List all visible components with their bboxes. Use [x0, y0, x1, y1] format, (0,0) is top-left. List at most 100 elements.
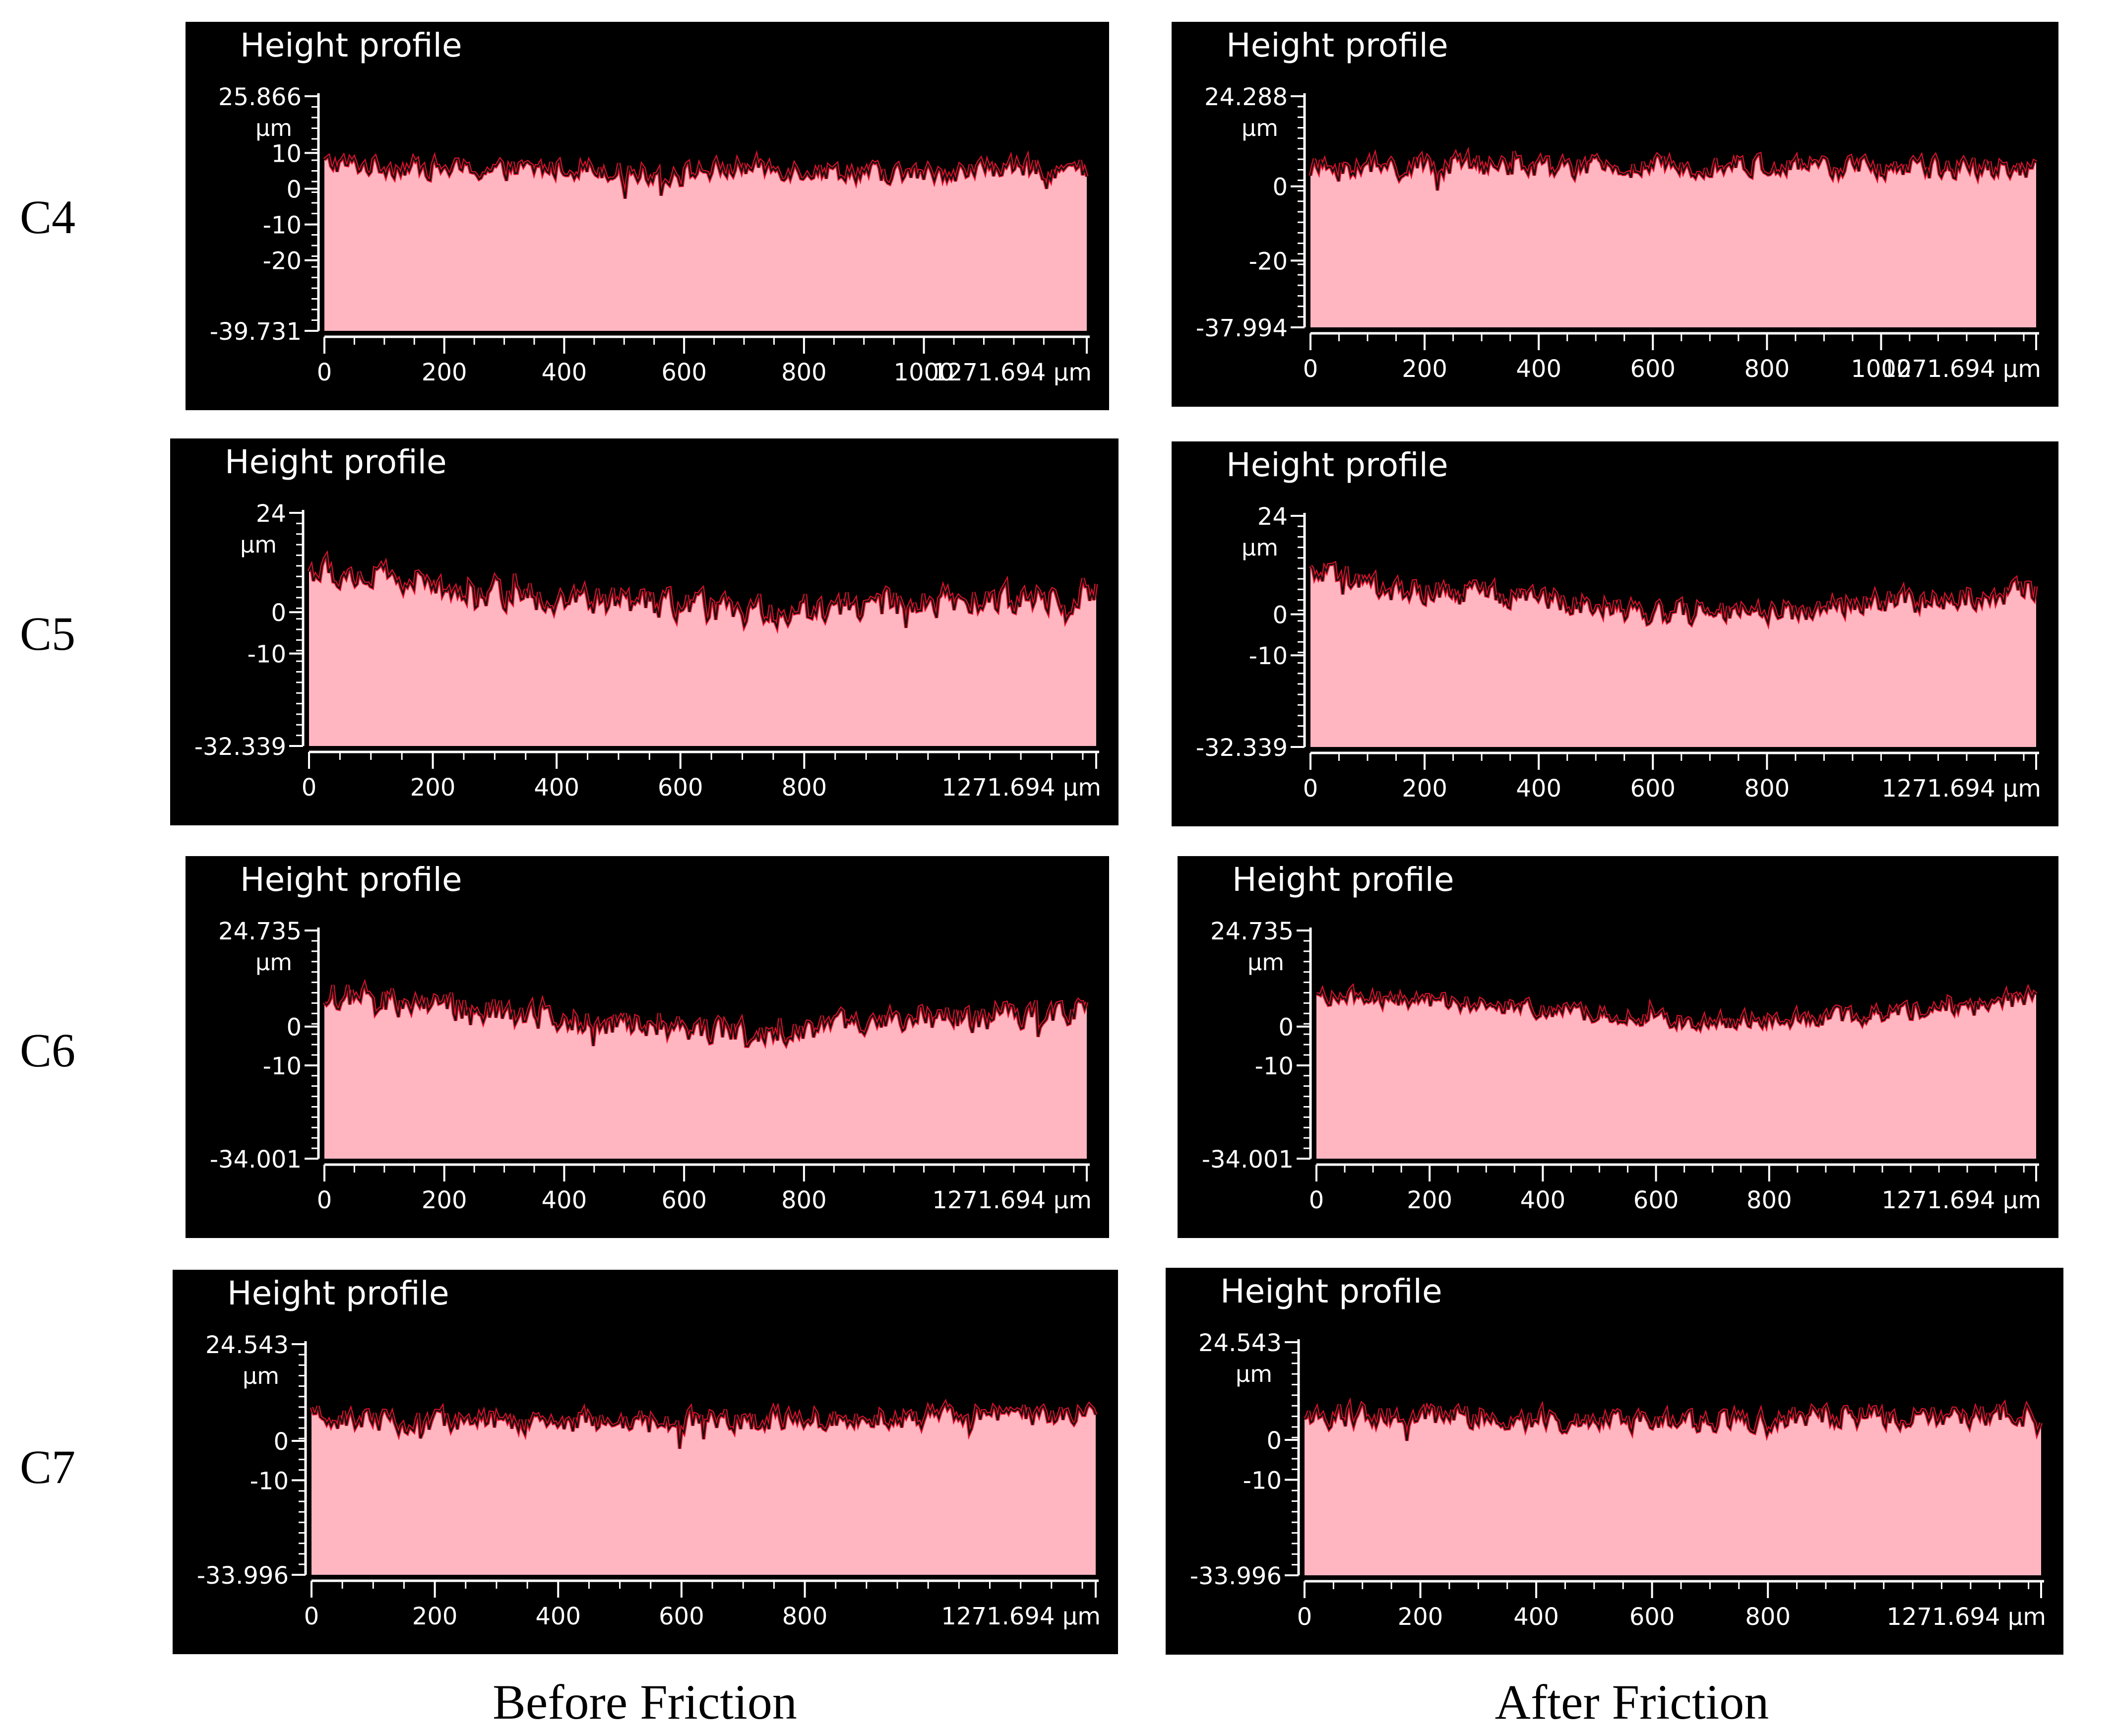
y-unit-label: µm	[243, 1363, 279, 1389]
column-label-after: After Friction	[1495, 1674, 1769, 1730]
y-tick-label: 0	[1272, 174, 1288, 201]
x-tick-label: 800	[1744, 775, 1790, 803]
y-tick-label: -20	[1249, 248, 1288, 275]
y-tick-label: -10	[1243, 1467, 1282, 1494]
x-tick-label: 600	[659, 1603, 704, 1630]
x-tick-label: 0	[302, 774, 317, 802]
x-tick-label: 400	[542, 1186, 587, 1214]
profile-outline	[323, 982, 1088, 1048]
y-tick-label: 24.543	[205, 1331, 289, 1359]
x-tick-label: 1271.694 µm	[941, 774, 1101, 802]
x-tick-label: 800	[1746, 1186, 1792, 1214]
x-tick-label: 0	[317, 359, 332, 386]
y-tick-label: -10	[1249, 642, 1288, 670]
x-tick-label: 800	[781, 359, 827, 386]
x-tick-label: 1271.694 µm	[1881, 1186, 2041, 1214]
profile-area	[311, 1403, 1096, 1575]
x-tick-label: 800	[781, 1186, 827, 1214]
panel-title: Height profile	[1220, 1272, 1442, 1310]
x-tick-label: 400	[534, 774, 579, 802]
x-tick-label: 1271.694 µm	[932, 359, 1092, 386]
y-tick-label: -32.339	[1196, 734, 1288, 762]
x-tick-label: 600	[658, 774, 703, 802]
x-tick-label: 200	[422, 1186, 467, 1214]
x-tick-label: 400	[535, 1603, 581, 1630]
profile-panel-c7-before: Height profile -33.996 -10 0 24.543 µm 0 200 400…	[173, 1270, 1118, 1654]
x-tick-label: 600	[1630, 355, 1676, 383]
x-tick-label: 200	[412, 1603, 458, 1630]
y-tick-label: -32.339	[194, 733, 286, 761]
x-tick-label: 0	[1309, 1186, 1324, 1214]
x-tick-label: 800	[1745, 1603, 1791, 1631]
row-label-c6: C6	[20, 1024, 75, 1077]
x-tick-label: 0	[1303, 775, 1318, 803]
profile-panel-c4-after: Height profile -37.994 -20 0 24.288 µm 0 200 400…	[1172, 22, 2058, 407]
x-tick-label: 1000	[1851, 355, 1911, 383]
x-tick-label: 1000	[894, 359, 954, 386]
y-tick-label: 0	[271, 599, 286, 627]
profile-area	[1310, 563, 2036, 747]
profile-outline	[323, 154, 1088, 199]
profile-outline	[308, 553, 1097, 630]
x-tick-label: 800	[782, 1603, 828, 1630]
profile-panel-c7-after: Height profile -33.996 -10 0 24.543 µm 0 200 400…	[1166, 1268, 2063, 1655]
row-label-c7: C7	[20, 1440, 75, 1493]
y-tick-label: -39.731	[210, 318, 302, 346]
x-tick-label: 600	[661, 359, 707, 386]
y-tick-label: -20	[263, 248, 302, 275]
y-tick-label: -10	[248, 641, 286, 669]
y-tick-label: -10	[250, 1467, 289, 1495]
y-tick-label: 24.288	[1204, 83, 1288, 111]
x-tick-label: 200	[1398, 1603, 1443, 1631]
y-tick-label: -34.001	[210, 1146, 302, 1174]
profile-panel-c5-after: Height profile -32.339 -10 0 24 µm 0 200 400 600 8…	[1172, 441, 2058, 826]
y-tick-label: 24.735	[218, 918, 302, 945]
x-tick-label: 400	[1513, 1603, 1559, 1631]
y-tick-label: -10	[1255, 1053, 1294, 1080]
profile-panel-c6-after: Height profile -34.001 -10 0 24.735 µm 0 200 400…	[1178, 856, 2058, 1238]
profile-panel-c5-before: Height profile -32.339 -10 0 24 µm 0 200 400 600 8…	[170, 438, 1119, 825]
y-tick-label: 24.735	[1210, 918, 1294, 945]
profile-outline	[1316, 985, 2037, 1032]
x-tick-label: 200	[410, 774, 456, 802]
x-tick-label: 200	[1402, 775, 1447, 803]
x-tick-label: 0	[304, 1603, 319, 1630]
panel-title: Height profile	[1226, 26, 1448, 64]
y-unit-label: µm	[1236, 1361, 1272, 1387]
x-tick-label: 1271.694 µm	[932, 1186, 1092, 1214]
y-tick-label: 0	[286, 1014, 302, 1042]
y-unit-label: µm	[1247, 949, 1284, 976]
profile-area	[1310, 151, 2036, 327]
y-unit-label: µm	[240, 531, 277, 558]
x-tick-label: 800	[782, 774, 827, 802]
panel-title: Height profile	[227, 1274, 449, 1312]
y-tick-label: 25.866	[218, 83, 302, 111]
y-unit-label: µm	[255, 949, 292, 976]
panel-title: Height profile	[1226, 446, 1448, 484]
x-tick-label: 0	[1303, 355, 1318, 383]
x-tick-label: 600	[1629, 1603, 1675, 1631]
row-label-c4: C4	[20, 190, 75, 244]
y-tick-label: 24	[256, 500, 286, 528]
x-tick-label: 600	[1630, 775, 1676, 803]
y-tick-label: 0	[286, 176, 302, 204]
x-tick-label: 1271.694 µm	[1881, 355, 2041, 383]
panel-title: Height profile	[225, 443, 447, 481]
y-tick-label: 0	[1272, 602, 1288, 629]
x-tick-label: 800	[1744, 355, 1790, 383]
x-tick-label: 400	[1516, 775, 1561, 803]
x-tick-label: 0	[317, 1186, 332, 1214]
y-tick-label: 0	[1266, 1427, 1282, 1455]
y-tick-label: 10	[271, 140, 302, 168]
x-tick-label: 400	[1516, 355, 1561, 383]
y-tick-label: -34.001	[1202, 1146, 1294, 1174]
profile-panel-c4-before: Height profile -39.731 -20 -10 0 10 25.866 µm 0 2…	[186, 22, 1109, 410]
profile-area	[1305, 1404, 2041, 1575]
x-tick-label: 200	[1407, 1186, 1452, 1214]
y-tick-label: 24	[1257, 503, 1288, 531]
x-tick-label: 200	[1402, 355, 1447, 383]
profile-area	[1316, 987, 2036, 1159]
y-tick-label: 0	[1278, 1014, 1294, 1042]
y-tick-label: -33.996	[1190, 1562, 1282, 1590]
x-tick-label: 600	[661, 1186, 707, 1214]
